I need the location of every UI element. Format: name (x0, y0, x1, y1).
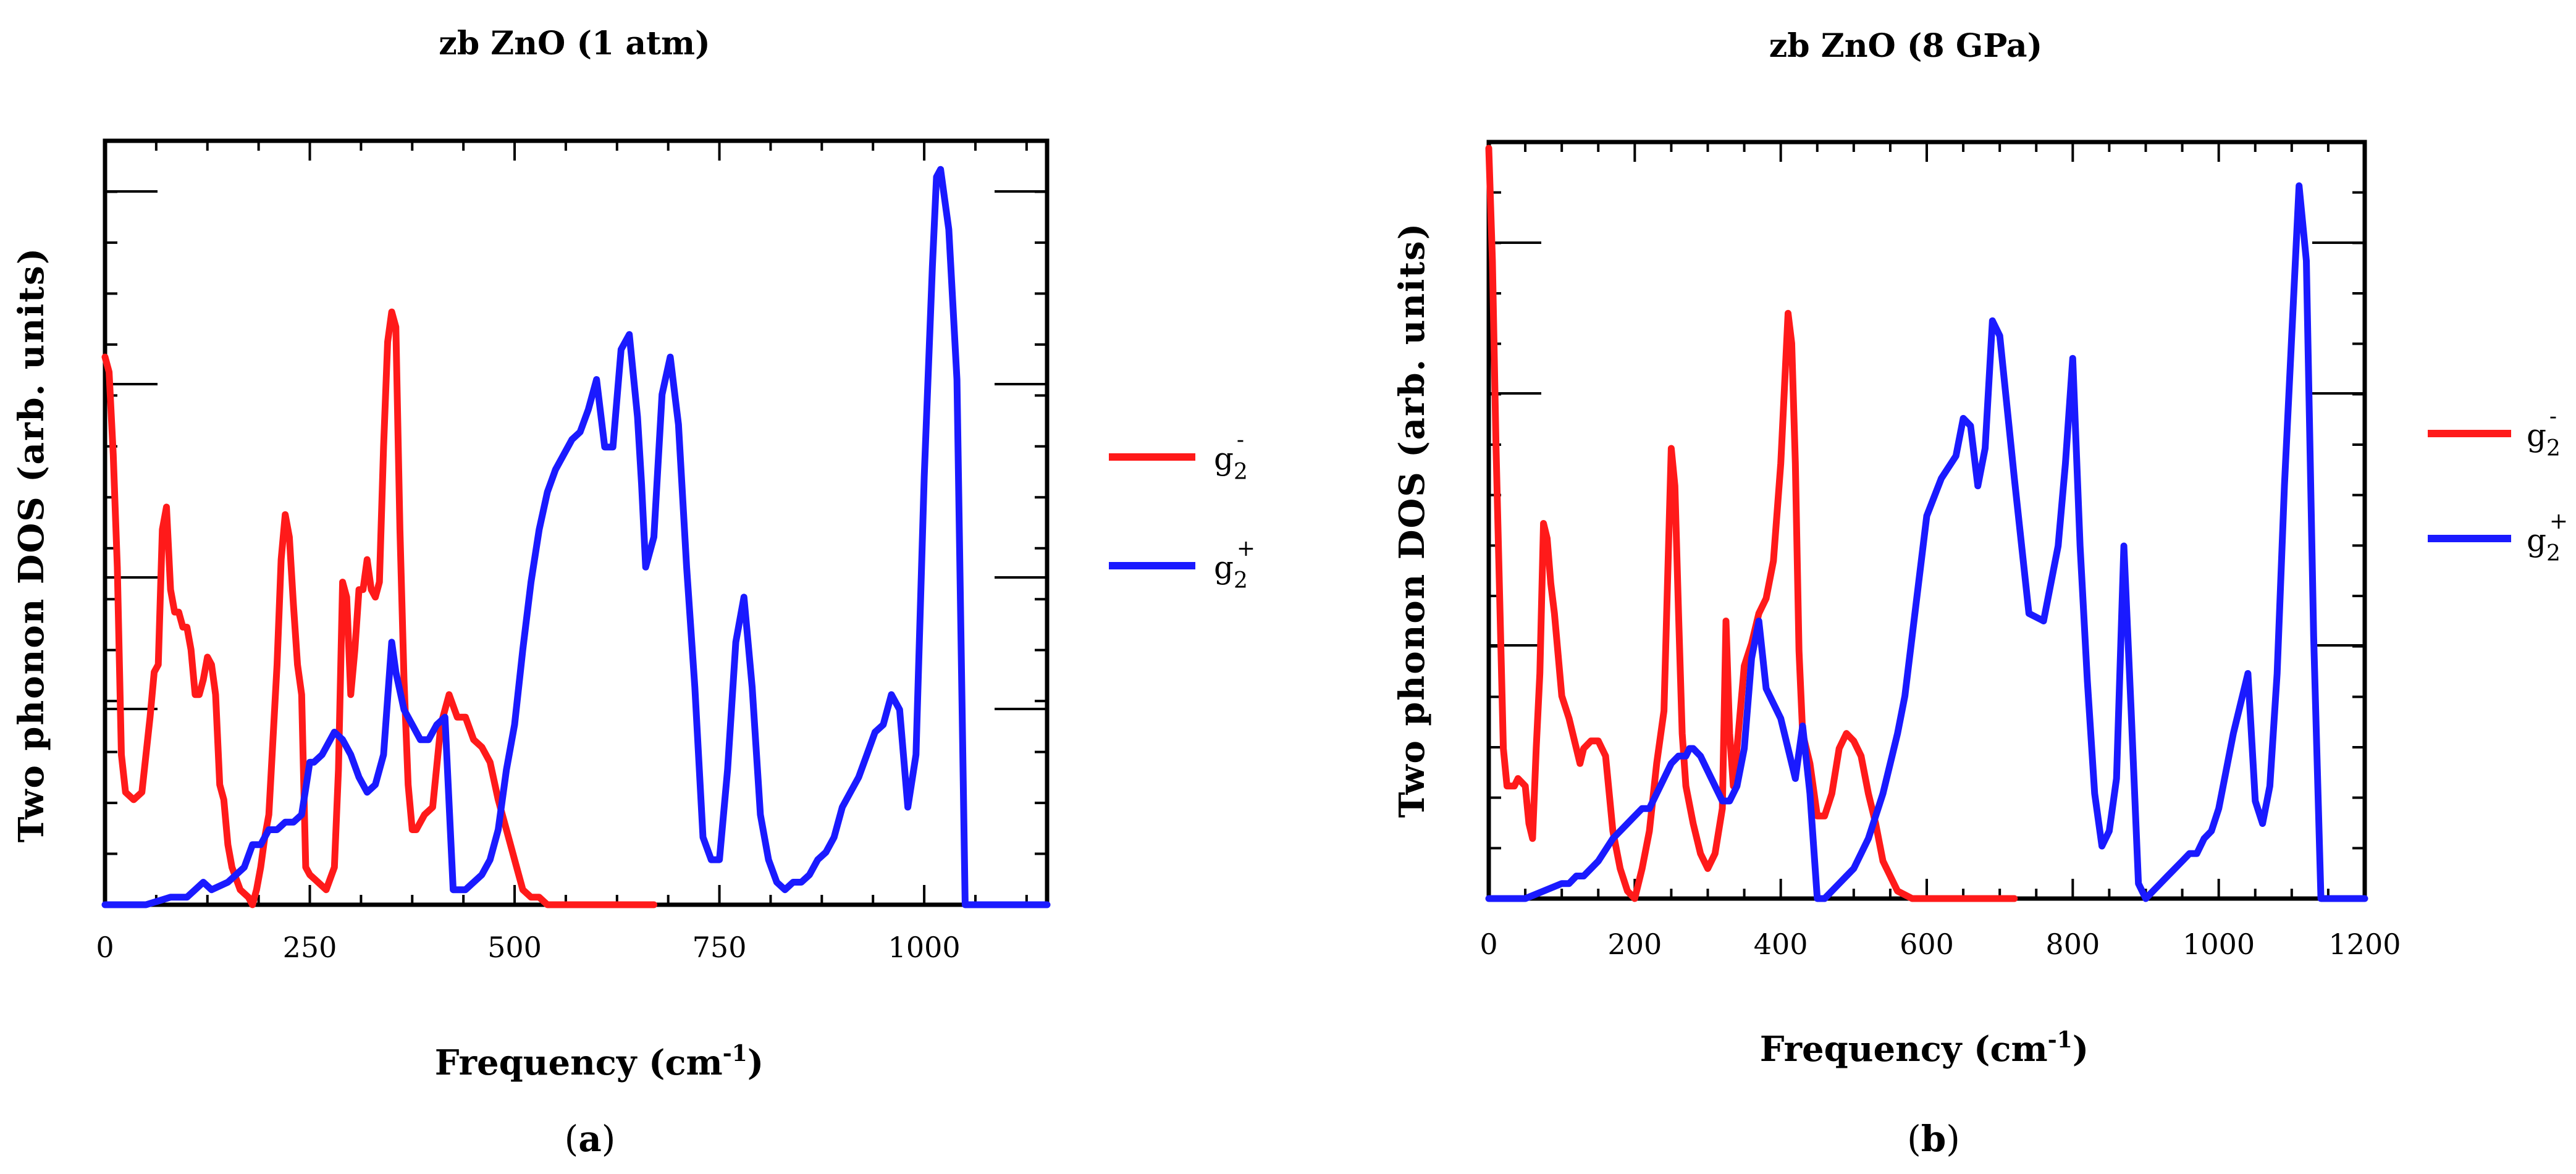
legend-label-g2-plus-b: g2 + (2527, 509, 2568, 566)
legend-label-g2-plus-a: g2 + (1214, 536, 1255, 593)
x-axis-label-b: Frequency (cm-1) (1760, 1027, 2089, 1070)
x-axis-label-end-b: ) (2073, 1029, 2089, 1070)
legend-sub-minus-a: 2 (1234, 459, 1248, 485)
series-group-b (1485, 145, 2368, 902)
x-tick-label-b-5: 1000 (2182, 928, 2255, 961)
x-axis-label-text-a: Frequency (cm (435, 1042, 723, 1083)
legend-label-g2-minus-b: g2 - (2527, 404, 2561, 461)
legend-sub-plus-a: 2 (1234, 568, 1248, 593)
series-line-g2-plus-b (1485, 182, 2368, 902)
x-tick-label-b-3: 600 (1900, 928, 1954, 961)
x-tick-label-b-2: 400 (1754, 928, 1808, 961)
x-axis-label-a: Frequency (cm-1) (435, 1041, 764, 1083)
series-line-g2-minus-a (101, 308, 657, 908)
y-axis-label-b: Two phonon DOS (arb. units) (1392, 222, 1433, 818)
x-axis-label-text-b: Frequency (cm (1760, 1029, 2048, 1070)
panel-letter-b: b (1921, 1118, 1947, 1160)
chart-title-a: zb ZnO (1 atm) (439, 25, 710, 62)
x-ticks-b: 0 200 400 600 800 1000 1200 (1480, 142, 2401, 961)
legend-base-plus-a: g (1214, 550, 1234, 585)
panel-label-a: (a) (565, 1118, 616, 1160)
series-line-g2-plus-a (101, 166, 1051, 908)
x-tick-label-a-4: 1000 (888, 931, 961, 964)
x-ticks-a: 0 250 500 750 1000 (96, 141, 1028, 964)
legend-base-plus-b: g (2527, 522, 2546, 558)
y-axis-label-a: Two phonon DOS (arb. units) (11, 247, 52, 842)
legend-sup-minus-a: - (1237, 427, 1244, 453)
x-tick-label-a-1: 250 (283, 931, 337, 964)
legend-b: g2- g2+ (2428, 404, 2568, 566)
x-tick-label-b-0: 0 (1480, 928, 1497, 961)
x-tick-label-a-3: 750 (692, 931, 747, 964)
chart-panel-a: zb ZnO (1 atm) Two phonon DOS (arb. unit… (11, 25, 1255, 1160)
chart-title-b: zb ZnO (8 GPa) (1769, 27, 2042, 65)
x-axis-label-sup-a: -1 (723, 1041, 747, 1067)
y-ticks-b (1489, 191, 2365, 850)
panel-label-b: (b) (1907, 1118, 1960, 1160)
legend-sup-plus-a: + (1237, 536, 1255, 561)
legend-label-g2-minus-a: g2 - (1214, 427, 1248, 485)
legend-sup-plus-b: + (2549, 509, 2568, 534)
legend-base-minus-b: g (2527, 417, 2546, 453)
chart-panel-b: zb ZnO (8 GPa) Two phonon DOS (arb. unit… (1392, 27, 2568, 1160)
legend-sup-minus-b: - (2549, 404, 2557, 429)
x-tick-label-b-6: 1200 (2328, 928, 2401, 961)
legend-base-minus-a: g (1214, 441, 1234, 477)
x-axis-label-end-a: ) (747, 1042, 764, 1083)
x-tick-label-a-0: 0 (96, 931, 114, 964)
series-group-a (101, 166, 1051, 908)
panel-letter-a: a (578, 1118, 602, 1160)
x-tick-label-a-2: 500 (487, 931, 542, 964)
legend-sub-plus-b: 2 (2546, 541, 2561, 566)
legend-a: g2- g2+ (1109, 427, 1255, 593)
legend-sub-minus-b: 2 (2546, 436, 2561, 461)
x-tick-label-b-1: 200 (1607, 928, 1662, 961)
x-axis-label-sup-b: -1 (2048, 1027, 2073, 1053)
series-line-g2-minus-b (1485, 145, 2018, 902)
y-ticks-a (105, 190, 1047, 855)
x-tick-label-b-4: 800 (2045, 928, 2100, 961)
